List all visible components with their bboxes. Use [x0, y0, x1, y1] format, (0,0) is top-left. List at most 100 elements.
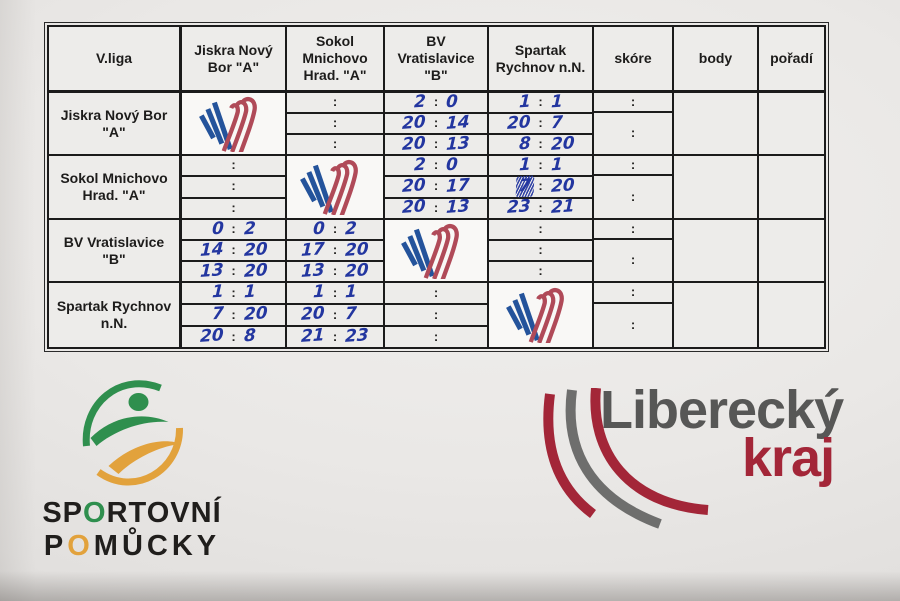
- score-line: :: [385, 325, 487, 347]
- score-line: 20:13: [385, 196, 487, 219]
- handwritten-score-right: 21: [550, 196, 575, 219]
- column-header: Jiskra Nový Bor "A": [182, 27, 287, 93]
- printed-colon: :: [433, 199, 439, 215]
- printed-colon: :: [538, 136, 543, 151]
- score-line: :: [385, 283, 487, 303]
- body-cell: [674, 156, 759, 220]
- column-header: Sokol Mnichovo Hrad. "A": [287, 27, 385, 93]
- printed-colon: :: [433, 136, 439, 151]
- printed-colon: :: [332, 242, 338, 257]
- printed-colon: :: [433, 306, 439, 322]
- handwritten-score-left: 0: [211, 220, 224, 239]
- printed-colon: :: [332, 136, 338, 151]
- handwritten-score-right: 7: [550, 112, 563, 133]
- printed-colon: :: [433, 115, 439, 130]
- printed-colon: :: [332, 221, 338, 236]
- match-result-cell: :::: [287, 93, 385, 156]
- handwritten-score-right: 2: [243, 220, 256, 239]
- score-line: 2:0: [385, 156, 487, 175]
- volleyball-club-logo-icon: [198, 96, 257, 152]
- handwritten-score-left: 1: [518, 93, 531, 112]
- team-cell: Jiskra Nový Bor "A": [49, 93, 182, 156]
- team-cell: Sokol Mnichovo Hrad. "A": [49, 156, 182, 220]
- score-line: 14:20: [182, 239, 285, 260]
- handwritten-score-left: 2: [413, 156, 427, 176]
- handwritten-score-right: 20: [344, 238, 370, 261]
- match-result-cell: 2:0 20:17 20:13: [385, 156, 489, 220]
- score-line: :: [182, 196, 285, 218]
- team-cell: BV Vratislavice "B": [49, 220, 182, 283]
- kraj-word-liberecky: Liberecký: [600, 380, 844, 440]
- score-line: 21:23: [287, 325, 383, 347]
- printed-colon: :: [231, 284, 236, 300]
- printed-colon: :: [332, 328, 338, 344]
- team-cell: Spartak Rychnov n.N.: [49, 283, 182, 347]
- diagonal-logo-cell: [182, 93, 287, 156]
- printed-colon: :: [538, 94, 543, 109]
- printed-colon: :: [538, 157, 543, 173]
- score-line: 1:1: [489, 93, 592, 112]
- handwritten-score-left: 20: [402, 196, 427, 219]
- handwritten-score-right: 13: [445, 196, 471, 219]
- corner-header-vliga: V.liga: [49, 27, 182, 93]
- handwritten-score-left: 1: [211, 283, 224, 303]
- score-line: 7:20: [489, 175, 592, 197]
- match-result-cell: 0:2 17:20 13:20: [287, 220, 385, 283]
- skore-top-subcell: :: [594, 156, 672, 177]
- handwritten-score-left: 2: [413, 93, 427, 112]
- printed-colon: :: [433, 178, 439, 194]
- handwritten-score-left: 1: [518, 156, 531, 176]
- pomucky-text: POMŮCKY: [43, 529, 221, 562]
- league-results-table: V.liga Jiskra Nový Bor "A" Sokol Mnichovo …: [44, 22, 829, 352]
- sportovni-pomucky-emblem-icon: [82, 380, 184, 486]
- handwritten-score-left: 20: [402, 111, 427, 134]
- handwritten-score-left: 13: [199, 259, 224, 282]
- score-line: 23:21: [489, 196, 592, 219]
- score-line: :: [385, 303, 487, 325]
- column-header: BV Vratislavice "B": [385, 27, 489, 93]
- printed-colon: :: [332, 306, 338, 322]
- printed-colon: :: [538, 115, 543, 130]
- score-line: :: [489, 260, 592, 281]
- score-line: 20:13: [385, 133, 487, 154]
- diagonal-logo-cell: [287, 156, 385, 220]
- handwritten-score-right: 1: [243, 283, 256, 303]
- handwritten-score-right: 20: [243, 303, 268, 325]
- score-line: 20:8: [182, 325, 285, 347]
- handwritten-score-right: 0: [445, 93, 459, 112]
- skore-bottom-subcell: :: [630, 317, 636, 333]
- skore-top-subcell: :: [594, 283, 672, 305]
- printed-colon: :: [231, 199, 236, 215]
- skore-bottom-subcell: :: [630, 188, 636, 204]
- match-result-cell: :::: [385, 283, 489, 347]
- handwritten-score-left: 17: [301, 238, 326, 261]
- column-header: body: [674, 27, 759, 93]
- match-result-cell: 1:1 20:7 8:20: [489, 93, 594, 156]
- printed-colon: :: [332, 115, 338, 130]
- handwritten-score-right: 2: [344, 220, 358, 239]
- score-line: 1:1: [489, 156, 592, 175]
- printed-colon: :: [433, 94, 439, 109]
- handwritten-score-left: 20: [506, 111, 531, 134]
- printed-colon: :: [231, 263, 236, 278]
- volleyball-club-logo-icon: [505, 287, 564, 343]
- score-line: :: [489, 220, 592, 239]
- printed-colon: :: [538, 263, 543, 278]
- handwritten-score-left: 20: [199, 325, 224, 347]
- handwritten-score-left: 23: [506, 196, 531, 219]
- body-cell: [674, 220, 759, 283]
- handwritten-score-left: 14: [199, 238, 224, 261]
- skore-cell: ::: [594, 283, 674, 347]
- score-line: 0:2: [287, 220, 383, 239]
- column-header: Spartak Rychnov n.N.: [489, 27, 594, 93]
- handwritten-score-left: 20: [402, 132, 427, 155]
- score-line: 20:14: [385, 112, 487, 133]
- printed-colon: :: [231, 242, 236, 257]
- sportovni-pomucky-logo: SPORTOVNÍ POMŮCKY: [8, 378, 256, 563]
- kraj-arcs-icon: [543, 388, 709, 529]
- poradi-cell: [759, 156, 824, 220]
- score-line: 8:20: [489, 133, 592, 154]
- score-line: :: [182, 175, 285, 196]
- poradi-cell: [759, 220, 824, 283]
